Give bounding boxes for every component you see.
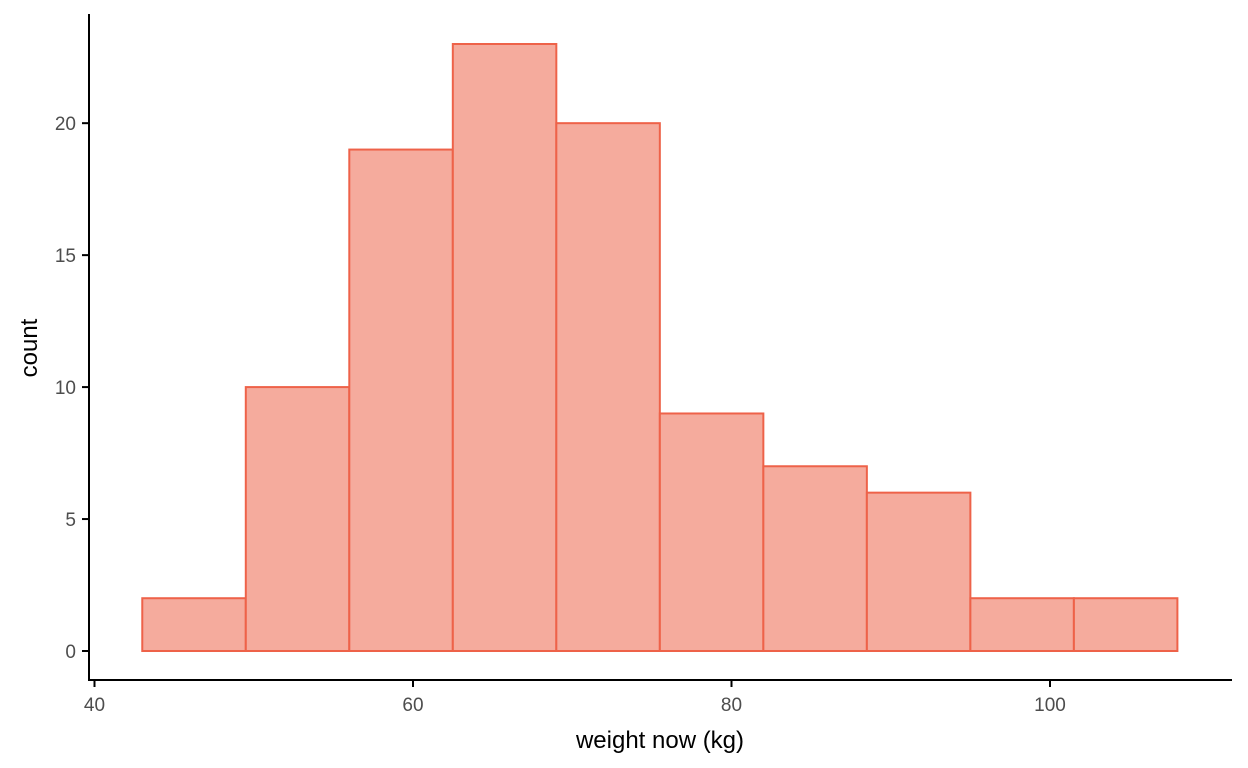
histogram-bar-8 [969, 597, 1075, 653]
x-tick-label: 80 [721, 695, 742, 716]
x-axis-title: weight now (kg) [575, 727, 744, 754]
histogram-bar-2 [348, 148, 454, 652]
y-tick-label: 0 [65, 642, 76, 663]
y-tick-label: 5 [65, 510, 76, 531]
bars-group [141, 43, 1179, 653]
histogram-bar-6 [762, 465, 868, 652]
y-axis-ticks: 0 5 10 15 20 [55, 114, 89, 663]
y-tick-label: 15 [55, 246, 76, 267]
histogram-bar-1 [244, 386, 351, 652]
histogram-bar-4 [555, 122, 661, 653]
histogram-bar-9 [1072, 597, 1179, 653]
x-tick-label: 60 [402, 695, 423, 716]
x-tick-label: 100 [1034, 695, 1066, 716]
y-tick-label: 20 [55, 114, 76, 135]
histogram-bar-5 [658, 412, 765, 653]
histogram-bar-3 [451, 43, 558, 652]
histogram-bar-7 [865, 491, 972, 652]
x-tick-label: 40 [84, 695, 105, 716]
x-axis-ticks: 40 60 80 100 [84, 680, 1066, 716]
y-tick-label: 10 [55, 378, 76, 399]
histogram-bar-0 [141, 597, 247, 653]
y-axis-title: count [16, 318, 43, 377]
